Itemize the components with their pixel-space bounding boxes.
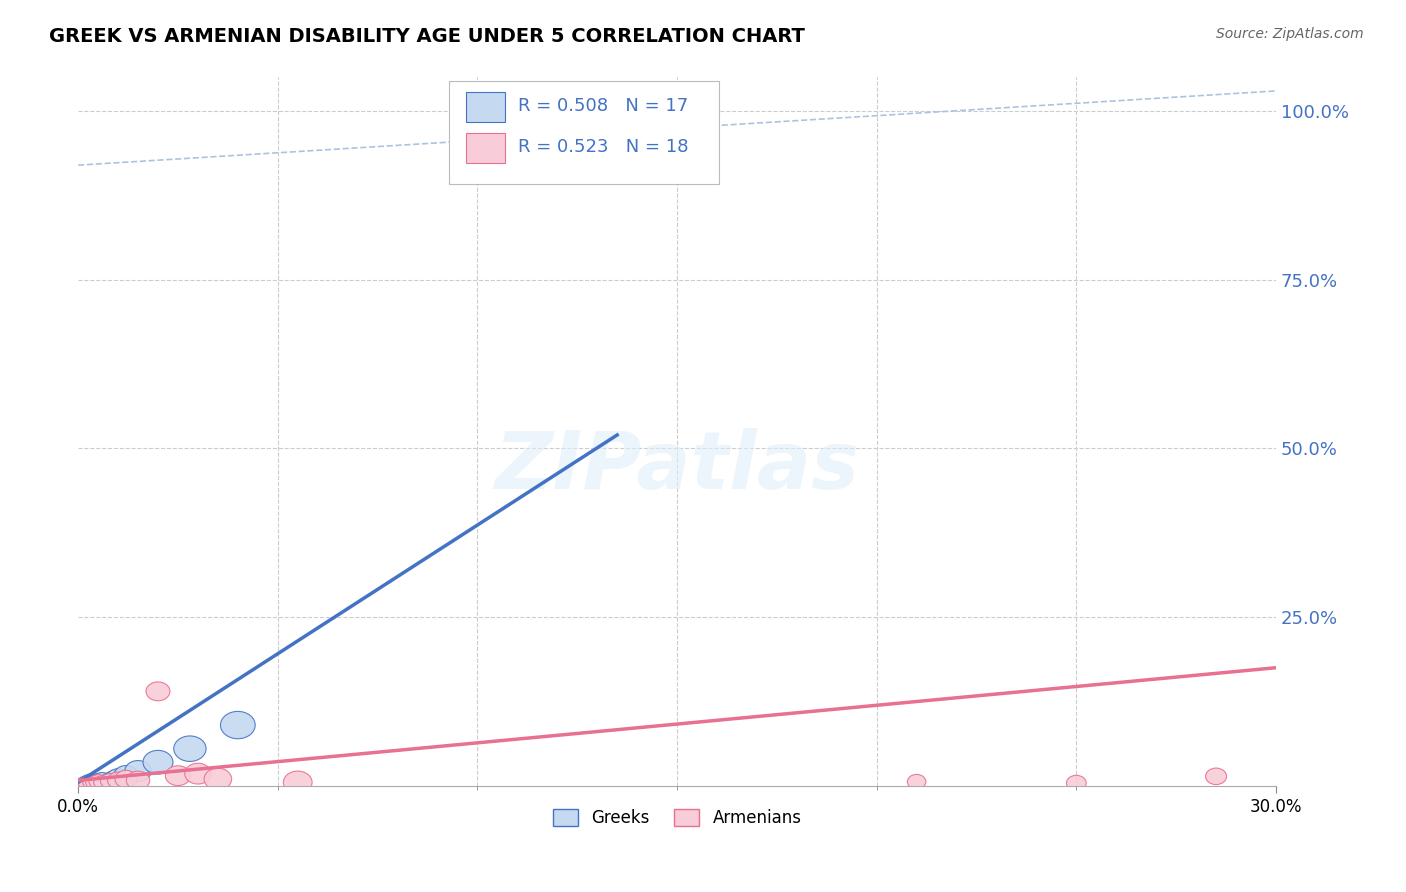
Ellipse shape (80, 774, 100, 789)
Legend: Greeks, Armenians: Greeks, Armenians (546, 803, 808, 834)
Ellipse shape (221, 712, 256, 739)
Ellipse shape (108, 772, 128, 789)
Ellipse shape (89, 773, 108, 789)
Ellipse shape (97, 775, 115, 789)
FancyBboxPatch shape (467, 92, 505, 122)
Ellipse shape (100, 772, 120, 788)
Ellipse shape (89, 774, 107, 789)
Ellipse shape (174, 736, 207, 762)
Ellipse shape (184, 764, 211, 784)
Ellipse shape (75, 778, 90, 789)
Ellipse shape (204, 768, 232, 790)
Ellipse shape (166, 765, 191, 786)
Ellipse shape (91, 772, 112, 789)
Ellipse shape (284, 771, 312, 794)
Ellipse shape (1205, 768, 1226, 785)
Ellipse shape (94, 776, 111, 789)
Text: ZIPatlas: ZIPatlas (495, 428, 859, 506)
Ellipse shape (86, 776, 103, 789)
Ellipse shape (100, 773, 120, 789)
Ellipse shape (79, 777, 94, 789)
Text: Source: ZipAtlas.com: Source: ZipAtlas.com (1216, 27, 1364, 41)
Ellipse shape (77, 776, 96, 790)
Ellipse shape (76, 779, 89, 789)
Ellipse shape (114, 765, 138, 784)
Ellipse shape (907, 774, 927, 789)
Text: GREEK VS ARMENIAN DISABILITY AGE UNDER 5 CORRELATION CHART: GREEK VS ARMENIAN DISABILITY AGE UNDER 5… (49, 27, 806, 45)
Ellipse shape (83, 777, 98, 789)
Ellipse shape (1066, 775, 1087, 791)
Ellipse shape (143, 750, 173, 774)
Ellipse shape (546, 156, 569, 175)
Ellipse shape (104, 771, 125, 788)
Ellipse shape (125, 761, 152, 781)
Text: R = 0.523   N = 18: R = 0.523 N = 18 (517, 138, 688, 156)
Text: R = 0.508   N = 17: R = 0.508 N = 17 (517, 96, 688, 115)
Ellipse shape (107, 769, 129, 787)
FancyBboxPatch shape (450, 81, 718, 184)
Ellipse shape (86, 776, 103, 789)
Ellipse shape (83, 778, 97, 789)
FancyBboxPatch shape (467, 134, 505, 163)
Ellipse shape (146, 681, 170, 701)
Ellipse shape (127, 772, 149, 789)
Ellipse shape (115, 771, 138, 788)
